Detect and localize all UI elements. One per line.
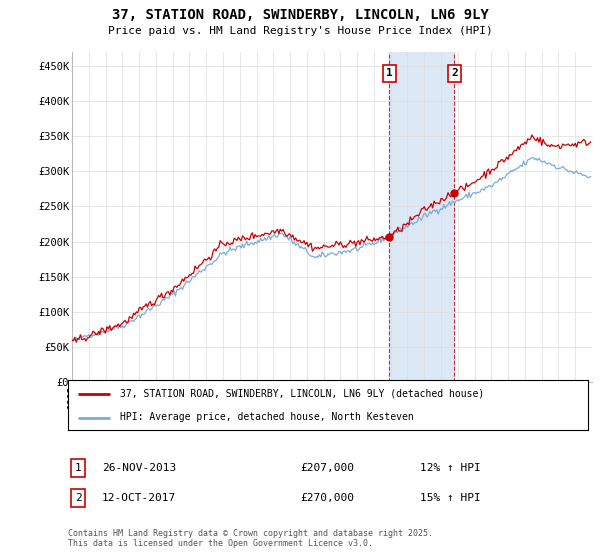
- Text: £270,000: £270,000: [300, 493, 354, 503]
- Text: 1: 1: [386, 68, 393, 78]
- Text: Contains HM Land Registry data © Crown copyright and database right 2025.
This d: Contains HM Land Registry data © Crown c…: [68, 529, 433, 548]
- Text: Price paid vs. HM Land Registry's House Price Index (HPI): Price paid vs. HM Land Registry's House …: [107, 26, 493, 36]
- Text: 12-OCT-2017: 12-OCT-2017: [102, 493, 176, 503]
- Text: 1: 1: [74, 463, 82, 473]
- Text: 12% ↑ HPI: 12% ↑ HPI: [420, 463, 481, 473]
- Text: 37, STATION ROAD, SWINDERBY, LINCOLN, LN6 9LY: 37, STATION ROAD, SWINDERBY, LINCOLN, LN…: [112, 8, 488, 22]
- Text: HPI: Average price, detached house, North Kesteven: HPI: Average price, detached house, Nort…: [120, 413, 414, 422]
- Bar: [389, 52, 454, 382]
- Text: 2: 2: [451, 68, 458, 78]
- Text: 37, STATION ROAD, SWINDERBY, LINCOLN, LN6 9LY (detached house): 37, STATION ROAD, SWINDERBY, LINCOLN, LN…: [120, 389, 484, 399]
- Text: 26-NOV-2013: 26-NOV-2013: [102, 463, 176, 473]
- Text: 2: 2: [74, 493, 82, 503]
- Text: 15% ↑ HPI: 15% ↑ HPI: [420, 493, 481, 503]
- Text: £207,000: £207,000: [300, 463, 354, 473]
